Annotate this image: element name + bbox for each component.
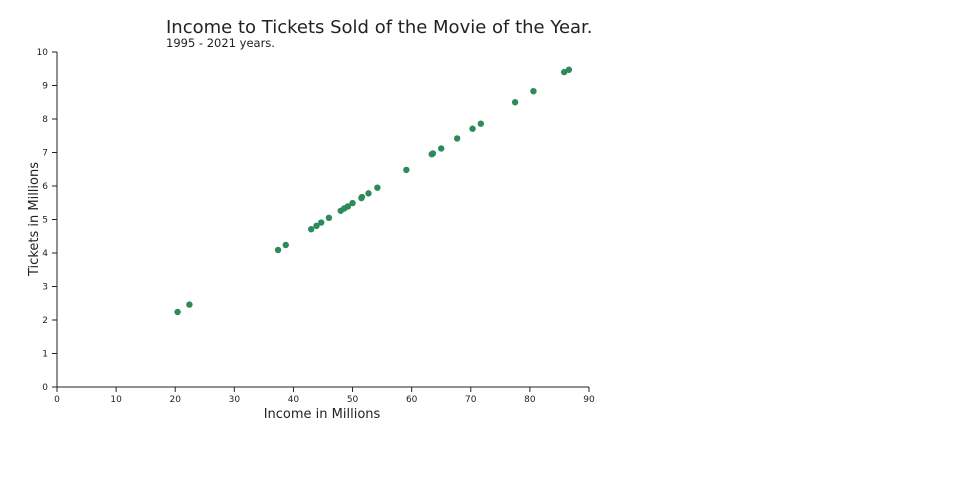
data-point: [307, 226, 315, 233]
x-axis-label: Income in Millions: [264, 407, 381, 422]
data-point: [274, 246, 282, 254]
x-tick-label: 70: [465, 395, 477, 405]
data-point: [282, 241, 289, 249]
data-point: [358, 193, 366, 201]
data-point: [325, 214, 333, 222]
data-point: [438, 145, 445, 152]
x-tick-label: 30: [229, 395, 241, 405]
data-point: [313, 222, 320, 230]
y-tick-label: 5: [42, 216, 48, 226]
data-point: [560, 68, 568, 76]
y-axis-ticks: 0 1 2 3 4 5 6 7 8 9 10: [37, 48, 57, 393]
x-tick-label: 40: [288, 395, 300, 405]
data-point: [186, 301, 193, 308]
y-axis-label: Tickets in Millions: [27, 162, 42, 277]
data-point: [344, 203, 352, 210]
data-point: [453, 135, 461, 142]
x-tick-label: 0: [54, 395, 60, 405]
data-point: [349, 199, 356, 207]
chart-subtitle: 1995 - 2021 years.: [166, 36, 275, 50]
chart-title: Income to Tickets Sold of the Movie of t…: [166, 17, 593, 38]
data-point: [469, 125, 476, 132]
x-tick-label: 60: [406, 395, 418, 405]
data-point: [511, 99, 519, 106]
y-tick-label: 2: [42, 316, 48, 326]
y-tick-label: 7: [42, 149, 48, 159]
data-point: [477, 120, 485, 127]
x-tick-label: 50: [347, 395, 359, 405]
y-tick-label: 0: [42, 383, 48, 393]
x-tick-label: 90: [583, 395, 595, 405]
x-axis-ticks: 0 10 20 30 40 50 60 70 80 90: [54, 387, 595, 405]
data-point: [365, 190, 372, 197]
y-tick-label: 8: [42, 115, 48, 125]
y-tick-label: 4: [42, 249, 48, 259]
data-point: [429, 150, 437, 157]
data-point: [318, 219, 325, 226]
data-point: [530, 87, 537, 95]
data-point: [374, 184, 381, 191]
x-tick-label: 80: [524, 395, 536, 405]
data-point: [565, 66, 573, 73]
x-tick-label: 20: [169, 395, 181, 405]
y-tick-label: 6: [42, 182, 48, 192]
y-tick-label: 1: [42, 350, 48, 360]
data-point: [174, 308, 181, 316]
data-point: [403, 166, 410, 174]
y-tick-label: 3: [42, 283, 48, 293]
plot-area: [174, 66, 573, 316]
y-tick-label: 9: [42, 82, 48, 92]
x-tick-label: 10: [110, 395, 122, 405]
y-tick-label: 10: [37, 48, 49, 58]
